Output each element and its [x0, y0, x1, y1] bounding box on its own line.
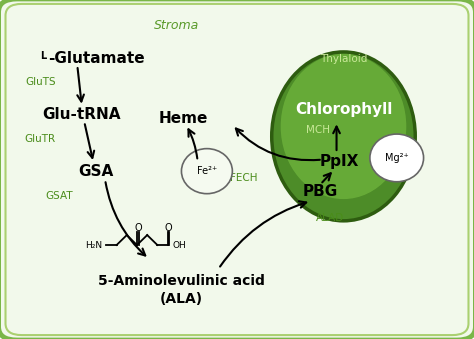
Text: H₂N: H₂N	[85, 240, 102, 250]
Text: PpIX: PpIX	[319, 154, 358, 169]
Ellipse shape	[281, 54, 406, 199]
Ellipse shape	[272, 52, 415, 221]
Text: Glu-tRNA: Glu-tRNA	[43, 107, 121, 122]
Text: Heme: Heme	[159, 111, 209, 126]
Text: Mg²⁺: Mg²⁺	[385, 153, 409, 163]
Text: Thylaloid: Thylaloid	[320, 54, 367, 63]
Text: ALAD: ALAD	[316, 213, 344, 223]
Text: Stroma: Stroma	[154, 19, 200, 32]
Text: Chlorophyll: Chlorophyll	[295, 102, 392, 117]
Text: GluTR: GluTR	[25, 134, 56, 144]
Text: 5-Aminolevulinic acid
(ALA): 5-Aminolevulinic acid (ALA)	[98, 274, 265, 306]
Text: GluTS: GluTS	[25, 77, 55, 87]
Ellipse shape	[370, 134, 424, 182]
Text: GSA: GSA	[78, 164, 113, 179]
Ellipse shape	[182, 148, 232, 194]
Text: O: O	[164, 223, 172, 233]
Text: O: O	[134, 223, 142, 233]
Text: FECH: FECH	[230, 173, 258, 183]
Text: PBG: PBG	[303, 183, 338, 199]
Text: Fe²⁺: Fe²⁺	[197, 166, 217, 176]
Text: OH: OH	[172, 240, 186, 250]
Text: GSAT: GSAT	[45, 191, 73, 201]
Text: -Glutamate: -Glutamate	[48, 51, 145, 66]
Text: MCH: MCH	[306, 125, 330, 135]
Text: L: L	[40, 51, 46, 61]
